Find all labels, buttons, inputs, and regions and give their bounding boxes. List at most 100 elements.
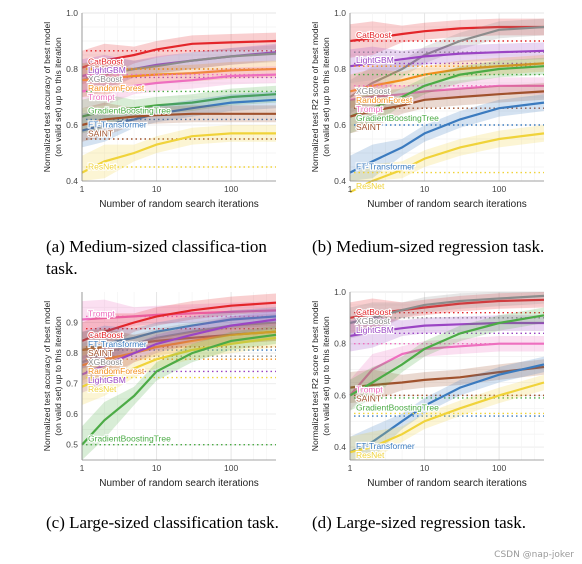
x-tick-label: 100 [492,184,506,194]
line-catboost [349,298,545,319]
series-lightgbm [81,310,277,393]
series-gradientboostingtree [81,325,277,460]
series-label-trompt: Trompt [88,92,115,102]
series-label-saint: SAINT [88,348,113,358]
series-randomforest [81,60,277,97]
x-axis-label: Number of random search iterations [99,478,259,489]
confidence-band-catboost [82,32,276,85]
confidence-band-xgboost [350,292,544,339]
series-labels: Trompt CatBoostFT-TransformerSAINTXGBoost… [87,307,172,444]
y-axis-label: Normalized test R2 score of best model(o… [310,301,331,452]
line-saint [349,90,545,118]
confidence-band-xgboost [82,313,276,381]
series-resnet [349,374,545,460]
confidence-band-gradientboostingtree [350,57,544,134]
line-saint [349,365,545,389]
confidence-band-saint [350,359,544,404]
x-tick-label: 100 [224,463,238,473]
series-resnet [81,125,276,181]
line-trompt [81,73,277,93]
series-label-lightgbm: LightGBM [356,325,394,335]
series-ft-transformer [81,91,277,148]
series-label-randomforest: RandomForest [88,366,145,376]
y-axis-label-line1: Normalized test accuracy of best model [42,301,52,452]
series-label-lightgbm: LightGBM [88,375,126,385]
x-axis-label: Number of random search iterations [99,199,259,210]
series-label-trompt: Trompt [88,308,115,318]
caption-b-text: Medium-sized regression task. [336,237,545,256]
y-tick-label: 1.0 [66,8,78,18]
series-label-xgboost: XGBoost [356,316,391,326]
series-label-ft-transformer: FT-Transformer [356,441,415,451]
series-label-lightgbm: LightGBM [356,55,394,65]
x-tick-label: 1 [80,463,85,473]
line-ft-transformer [81,315,277,352]
y-axis-label-line2: (on valid set) up to this iteration [53,316,63,436]
series-label-gradientboostingtree: GradientBoostingTree [88,434,171,444]
series-label-ft-transformer: FT-Transformer [356,162,415,172]
y-tick-label: 0.6 [334,390,346,400]
series-label-ft-transformer: FT-Transformer [88,120,147,130]
confidence-band-resnet [82,328,276,406]
x-axis-label: Number of random search iterations [367,199,527,210]
x-tick-label: 100 [224,184,238,194]
chart-a: CatBoostLightGBMXGBoostRandomForestTromp… [42,8,277,210]
y-tick-label: 0.8 [66,64,78,74]
series-label-saint: SAINT [356,393,381,403]
y-tick-label: 0.5 [66,440,78,450]
series-gradientboostingtree [349,307,545,411]
series-trompt [81,299,277,338]
x-tick-label: 10 [420,463,430,473]
series-label-catboost: CatBoost [88,57,124,67]
caption-b-tag: (b) [312,237,332,256]
series-saint [349,83,545,134]
y-axis-label-line2: (on valid set) up to this iteration [53,37,63,157]
series-catboost [349,292,545,334]
series-label-resnet: ResNet [356,181,385,191]
series-label-randomforest: RandomForest [88,83,145,93]
caption-d: (d) Large-sized regression task. [312,512,552,534]
caption-a-text: Medium-sized classifica-tion task. [46,237,267,278]
chart-panel-c: Trompt CatBoost FT-Transformer SAINT XGBoost… [38,284,286,506]
series-resnet [81,328,277,406]
chart-panel-b: CatBoost XGBoost LightGBM RandomForest Tromp… [306,5,554,227]
y-tick-label: 0.6 [66,409,78,419]
series-lightgbm [349,42,545,83]
line-catboost [349,25,544,43]
confidence-band-gradientboostingtree [82,325,276,460]
caption-a: (a) Medium-sized classifica-tion task. [46,236,286,280]
y-axis-label-line1: Normalized test accuracy of best model [42,22,52,173]
confidence-band-catboost [82,293,276,360]
series-catboost [81,32,277,85]
line-gradientboostingtree [81,93,277,118]
y-tick-label: 0.4 [334,176,346,186]
line-saint [81,112,276,127]
chart-panel-a: CatBoost LightGBM XGBoost RandomForest Tromp… [38,5,286,227]
series-label-ft-transformer: FT-Transformer [88,339,147,349]
y-tick-label: 0.9 [66,318,78,328]
y-axis-label-line2: (on valid set) up to this iteration [321,316,331,436]
line-trompt [81,309,277,321]
series-ft-transformer [349,356,545,460]
y-tick-label: 0.8 [334,339,346,349]
confidence-band-saint [82,102,276,142]
series-label-gradientboostingtree: GradientBoostingTree [356,402,439,412]
line-gradientboostingtree [349,314,545,397]
line-ft-transformer [81,98,277,132]
confidence-band-randomforest [82,322,276,384]
caption-d-tag: (d) [312,513,332,532]
confidence-band-saint [350,83,544,134]
grid [81,292,276,461]
series-label-catboost: CatBoost [356,307,392,317]
series-label-catboost: CatBoost [356,30,392,40]
y-tick-label: 0.6 [66,120,78,130]
x-tick-label: 1 [80,184,85,194]
x-tick-label: 100 [492,463,506,473]
series-label-resnet: ResNet [88,384,117,394]
confidence-band-trompt [82,299,276,338]
chart-panel-d: CatBoost XGBoost LightGBM Trompt SAINT Gradie… [306,284,554,506]
x-tick-label: 10 [152,463,162,473]
series-label-trompt: Trompt [356,384,383,394]
